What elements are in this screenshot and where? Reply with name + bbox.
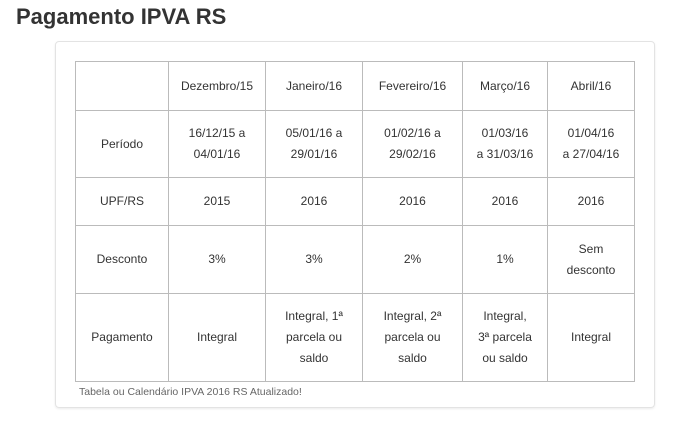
table-cell: 2016	[462, 177, 548, 226]
table-cell: 01/02/16 a 29/02/16	[362, 110, 463, 178]
header-cell: Abril/16	[547, 61, 635, 111]
table-row: UPF/RS 2015 2016 2016 2016 2016	[75, 177, 635, 226]
table-cell: 01/03/16 a 31/03/16	[462, 110, 548, 178]
table-cell: 1%	[462, 225, 548, 294]
row-label: Período	[75, 110, 169, 178]
row-label: Desconto	[75, 225, 169, 294]
header-cell: Dezembro/15	[168, 61, 266, 111]
header-cell: Janeiro/16	[265, 61, 363, 111]
table-cell: Integral	[547, 293, 635, 382]
table-cell: 2016	[362, 177, 463, 226]
header-cell: Março/16	[462, 61, 548, 111]
table-cell: 3%	[168, 225, 266, 294]
table-cell: Integral	[168, 293, 266, 382]
table-caption: Tabela ou Calendário IPVA 2016 RS Atuali…	[79, 386, 302, 398]
table-cell: 2016	[265, 177, 363, 226]
table-header-row: Dezembro/15 Janeiro/16 Fevereiro/16 Març…	[75, 61, 635, 111]
table-cell: 3%	[265, 225, 363, 294]
row-label: Pagamento	[75, 293, 169, 382]
table-cell: 2%	[362, 225, 463, 294]
header-cell	[75, 61, 169, 111]
table-cell: Integral, 3ª parcela ou saldo	[462, 293, 548, 382]
ipva-table: Dezembro/15 Janeiro/16 Fevereiro/16 Març…	[75, 61, 635, 382]
table-card	[55, 41, 655, 408]
table-cell: 01/04/16 a 27/04/16	[547, 110, 635, 178]
table-cell: 2016	[547, 177, 635, 226]
table-cell: Integral, 1ª parcela ou saldo	[265, 293, 363, 382]
table-cell: 05/01/16 a 29/01/16	[265, 110, 363, 178]
table-cell: 2015	[168, 177, 266, 226]
page-title: Pagamento IPVA RS	[16, 4, 227, 29]
row-label: UPF/RS	[75, 177, 169, 226]
table-row: Pagamento Integral Integral, 1ª parcela …	[75, 293, 635, 382]
table-row: Desconto 3% 3% 2% 1% Sem desconto	[75, 225, 635, 294]
table-row: Período 16/12/15 a 04/01/16 05/01/16 a 2…	[75, 110, 635, 178]
table-cell: 16/12/15 a 04/01/16	[168, 110, 266, 178]
header-cell: Fevereiro/16	[362, 61, 463, 111]
table-cell: Integral, 2ª parcela ou saldo	[362, 293, 463, 382]
table-cell: Sem desconto	[547, 225, 635, 294]
